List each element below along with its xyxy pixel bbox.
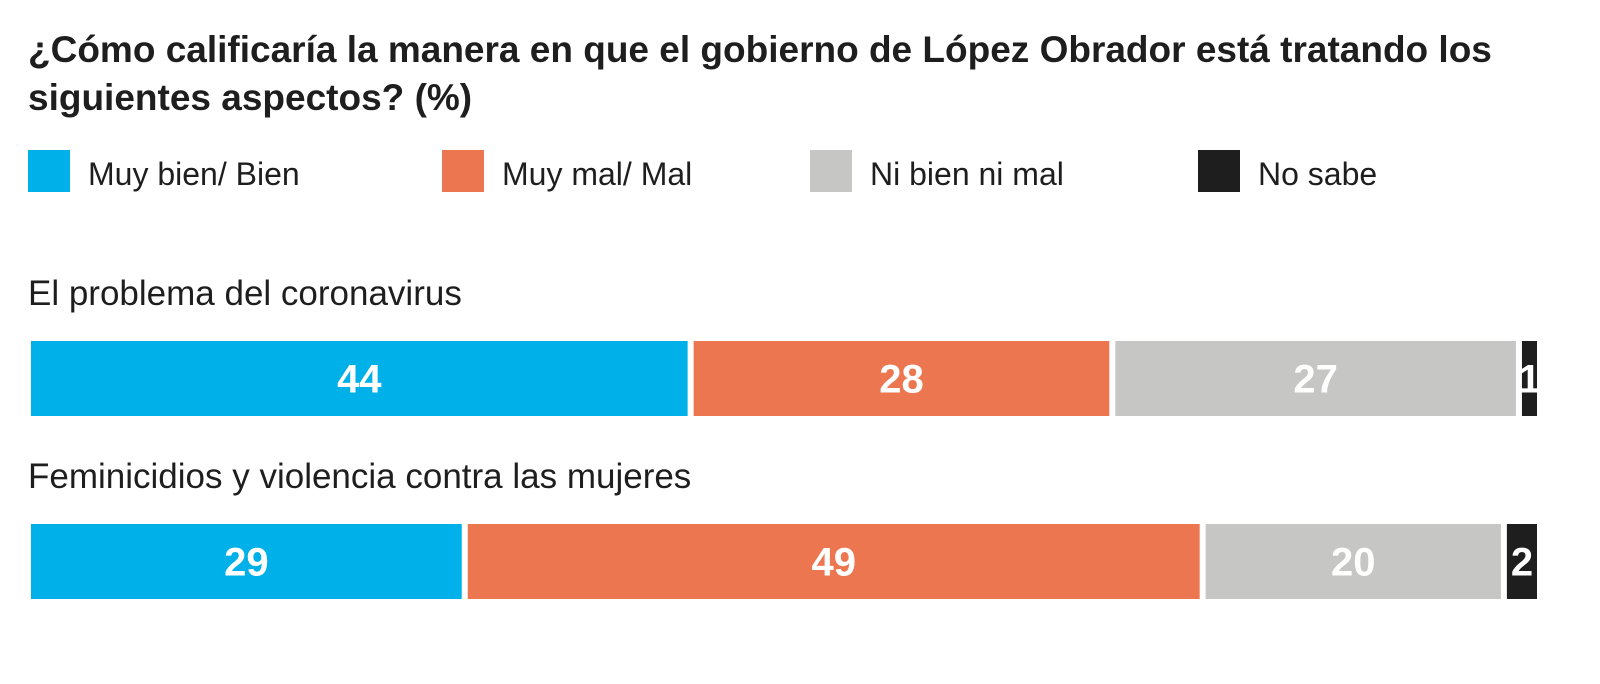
chart-title: ¿Cómo calificaría la manera en que el go…: [28, 29, 1492, 118]
data-label-feminicidios-muy-mal: 49: [811, 541, 856, 585]
bar-feminicidios-muy-mal: [467, 524, 1200, 599]
legend-swatch-muy-bien: [28, 150, 70, 192]
data-label-coronavirus-ni-bien-ni-mal: 27: [1293, 358, 1338, 402]
bar-coronavirus-ni-bien-ni-mal: [1115, 341, 1516, 416]
legend-swatch-no-sabe: [1198, 150, 1240, 192]
bar-coronavirus-muy-bien: [31, 341, 688, 416]
bar-feminicidios-no-sabe: [1506, 524, 1537, 599]
data-label-feminicidios-no-sabe: 2: [1511, 541, 1533, 585]
legend-label-no-sabe: No sabe: [1258, 156, 1378, 192]
bar-coronavirus-no-sabe: [1521, 341, 1537, 416]
bar-coronavirus-muy-mal: [693, 341, 1110, 416]
category-label-feminicidios: Feminicidios y violencia contra las muje…: [28, 457, 692, 496]
bar-feminicidios-ni-bien-ni-mal: [1205, 524, 1501, 599]
data-label-coronavirus-muy-mal: 28: [879, 358, 924, 402]
legend-label-ni-bien-ni-mal: Ni bien ni mal: [870, 156, 1064, 192]
data-label-coronavirus-muy-bien: 44: [337, 358, 382, 402]
legend-label-muy-bien: Muy bien/ Bien: [88, 156, 300, 192]
data-label-feminicidios-ni-bien-ni-mal: 20: [1331, 541, 1376, 585]
category-label-coronavirus: El problema del coronavirus: [28, 274, 462, 313]
legend-swatch-muy-mal: [442, 150, 484, 192]
legend-label-muy-mal: Muy mal/ Mal: [502, 156, 693, 192]
data-label-coronavirus-no-sabe: 1: [1518, 358, 1540, 402]
bar-feminicidios-muy-bien: [31, 524, 462, 599]
data-label-feminicidios-muy-bien: 29: [224, 541, 269, 585]
legend-swatch-ni-bien-ni-mal: [810, 150, 852, 192]
